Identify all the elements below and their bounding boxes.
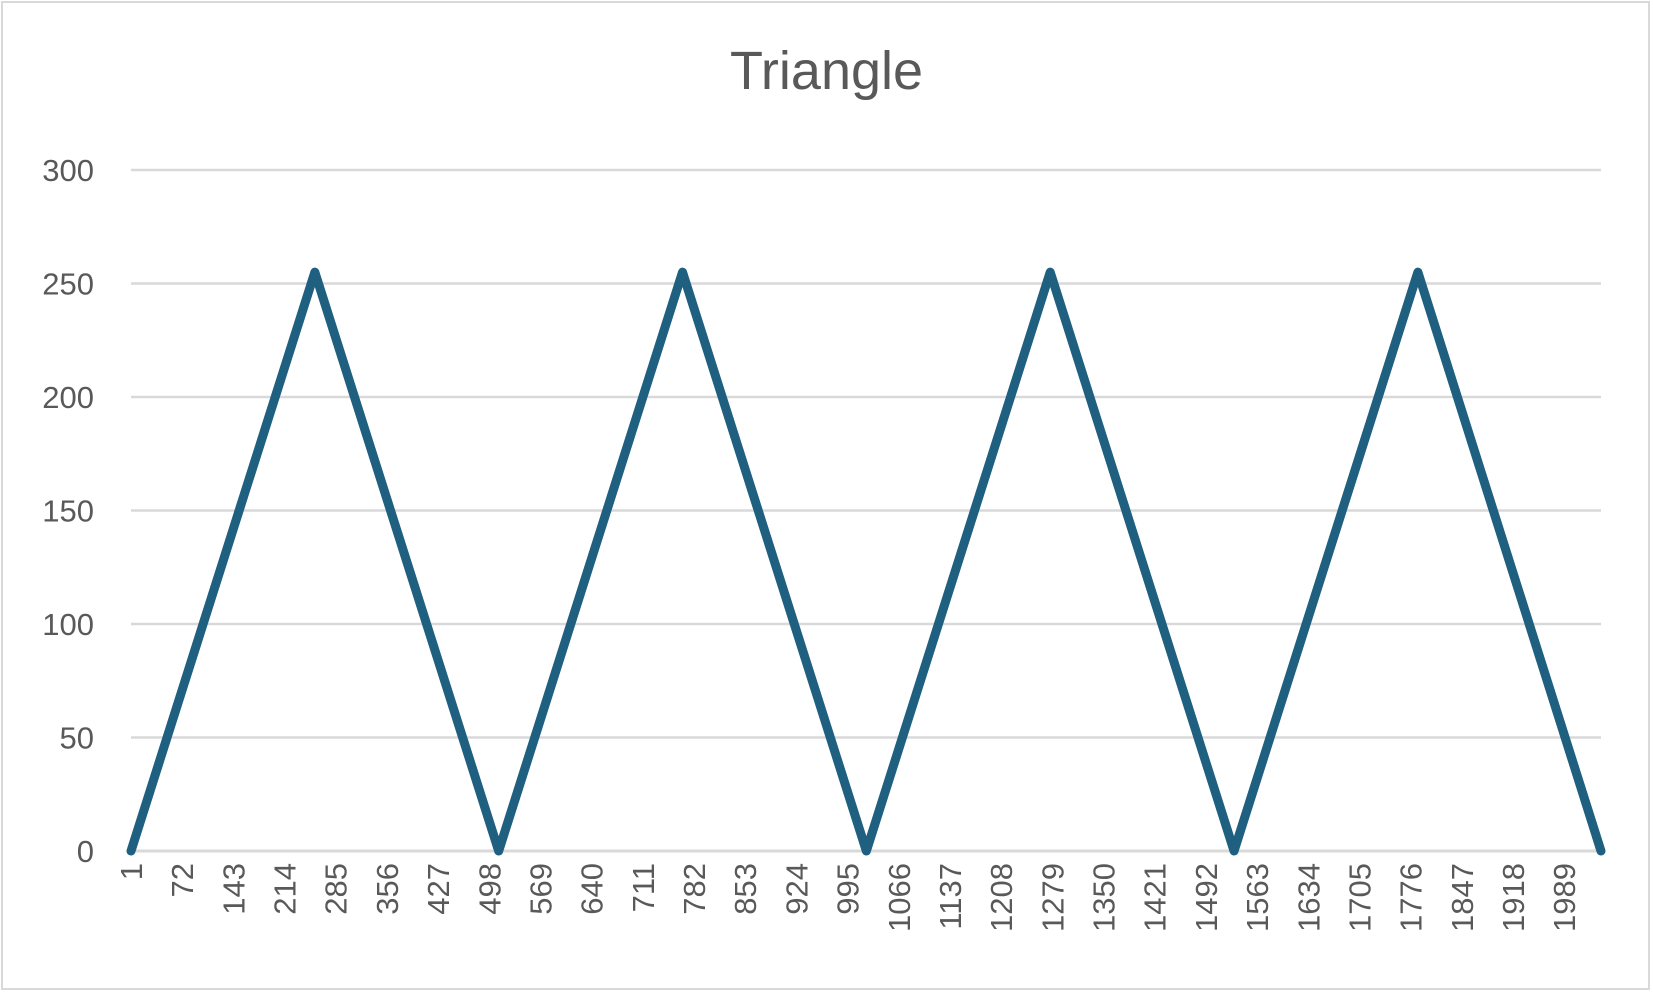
x-tick-label: 285 [319,863,354,915]
x-tick-labels: 1 72 143 214 285 356 427 498 569 640 711 782 853 924 9… [114,863,1582,932]
y-tick-label: 150 [42,494,94,529]
x-tick-label: 1918 [1496,863,1531,932]
x-tick-label: 1776 [1394,863,1429,932]
x-tick-label: 995 [831,863,866,915]
y-tick-label: 0 [77,834,94,869]
x-tick-label: 1421 [1138,863,1173,932]
x-tick-label: 782 [677,863,712,915]
x-tick-label: 1279 [1035,863,1070,932]
x-tick-label: 143 [216,863,251,915]
y-tick-label: 100 [42,607,94,642]
x-tick-label: 1705 [1342,863,1377,932]
y-tick-label: 50 [60,721,94,756]
x-tick-label: 1137 [933,863,968,930]
chart-title: Triangle [729,41,924,101]
series-line [126,267,1606,856]
x-tick-label: 924 [779,863,814,915]
x-tick-label: 1350 [1087,863,1122,932]
x-tick-label: 1563 [1240,863,1275,932]
x-tick-label: 356 [370,863,405,915]
x-tick-label: 711 [626,863,661,912]
x-tick-label: 1492 [1189,863,1224,932]
y-tick-label: 250 [42,267,94,302]
x-tick-label: 640 [575,863,610,915]
x-tick-label: 72 [165,863,200,897]
gridlines [131,168,1601,853]
x-tick-label: 853 [728,863,763,915]
x-tick-label: 1634 [1291,863,1326,932]
x-tick-label: 1208 [984,863,1019,932]
x-tick-label: 1 [114,863,149,880]
x-tick-label: 427 [421,863,456,915]
series-group [126,267,1606,856]
x-tick-label: 569 [523,863,558,915]
y-tick-label: 300 [42,153,94,188]
x-tick-label: 1989 [1547,863,1582,932]
x-tick-label: 1847 [1445,863,1480,932]
x-tick-label: 498 [472,863,507,915]
x-tick-label: 1066 [882,863,917,932]
y-tick-labels: 0 50 100 150 200 250 300 [42,153,94,869]
y-tick-label: 200 [42,380,94,415]
x-tick-label: 214 [268,863,303,915]
